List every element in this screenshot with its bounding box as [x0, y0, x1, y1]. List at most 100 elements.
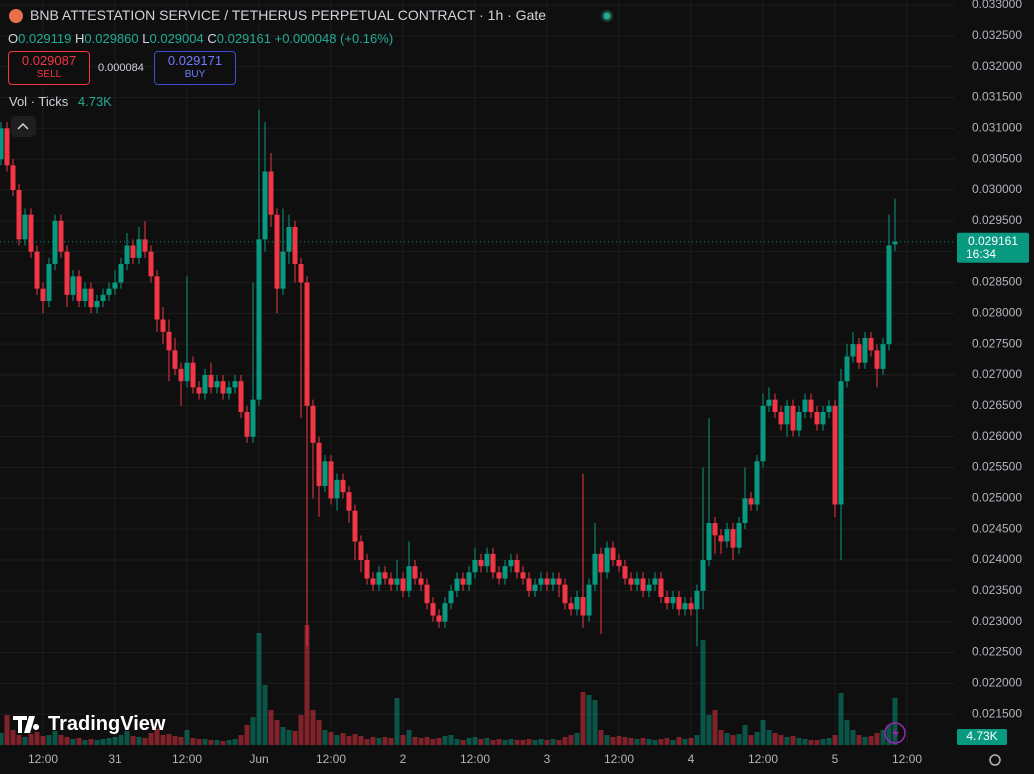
- volume-bar: [892, 697, 898, 745]
- volume-bar: [268, 710, 274, 745]
- candle-body: [4, 128, 10, 166]
- candle-body: [328, 461, 334, 499]
- candle-body: [352, 510, 358, 542]
- volume-bar: [364, 739, 370, 745]
- tv-logo-text: TradingView: [48, 713, 166, 735]
- candle-body: [850, 344, 856, 357]
- sell-button[interactable]: 0.029087 SELL: [8, 51, 90, 85]
- volume-bar: [712, 710, 718, 745]
- volume-bar: [100, 739, 106, 745]
- volume-bar: [130, 736, 136, 745]
- last-price-label: 0.029161: [968, 234, 1018, 248]
- candle-body: [730, 529, 736, 548]
- volume-bar: [124, 731, 130, 745]
- last-price-tag: [957, 232, 1029, 263]
- candle-body: [880, 344, 886, 369]
- candle-body: [532, 584, 538, 591]
- volume-bar: [838, 693, 844, 745]
- buy-button[interactable]: 0.029171 BUY: [154, 51, 236, 85]
- volume-bar: [808, 740, 814, 745]
- x-tick-label: 2: [400, 752, 407, 766]
- ohlc-change: +0.000048 (+0.16%): [274, 31, 394, 46]
- volume-bar: [598, 730, 604, 745]
- volume-bar: [148, 733, 154, 745]
- volume-indicator: Vol · Ticks: [9, 94, 69, 109]
- candle-body: [346, 492, 352, 511]
- volume-bar: [580, 692, 586, 745]
- volume-bar: [658, 739, 664, 745]
- x-tick-label: 4: [688, 752, 695, 766]
- candle-body: [34, 251, 40, 289]
- candle-body: [370, 578, 376, 585]
- volume-bar: [286, 730, 292, 745]
- candle-body: [622, 566, 628, 579]
- candle-body: [592, 553, 598, 585]
- x-tick-label: 12:00: [892, 752, 922, 766]
- volume-bar: [304, 625, 310, 745]
- volume-bar: [748, 735, 754, 745]
- candle-body: [124, 245, 130, 264]
- volume-bar: [610, 737, 616, 745]
- candle-body: [640, 578, 646, 591]
- x-tick-label: 31: [108, 752, 122, 766]
- candle-body: [700, 560, 706, 591]
- volume-bar: [82, 740, 88, 745]
- volume-bar: [358, 736, 364, 745]
- candle-body: [322, 461, 328, 486]
- volume-bar: [568, 735, 574, 745]
- candle-body: [766, 399, 772, 406]
- candle-body: [94, 301, 100, 308]
- candle-body: [544, 578, 550, 585]
- volume-bar: [280, 727, 286, 745]
- candle-body: [154, 276, 160, 320]
- volume-bar: [262, 685, 268, 745]
- volume-bar: [562, 737, 568, 745]
- volume-bar: [136, 737, 142, 745]
- candle-body: [274, 214, 280, 289]
- volume-bar: [418, 738, 424, 745]
- candle-body: [28, 214, 34, 252]
- candle-body: [400, 578, 406, 591]
- volume-bar: [388, 738, 394, 745]
- candle-body: [868, 338, 874, 351]
- volume-bar: [256, 633, 262, 745]
- candle-body: [712, 523, 718, 536]
- candle-body: [88, 288, 94, 308]
- candle-body: [76, 276, 82, 301]
- candle-body: [514, 560, 520, 573]
- candle-body: [820, 412, 826, 425]
- candle-body: [430, 603, 436, 616]
- ohlc-value: 0.029161: [216, 31, 271, 46]
- candle-body: [0, 128, 4, 160]
- y-tick-label: 0.027000: [972, 367, 1022, 381]
- candle-body: [268, 171, 274, 215]
- volume-bar: [514, 740, 520, 745]
- volume-bar: [634, 739, 640, 745]
- candle-body: [466, 572, 472, 585]
- volume-bar: [202, 739, 208, 745]
- candle-body: [286, 227, 292, 252]
- candle-body: [574, 597, 580, 610]
- volume-bar: [316, 720, 322, 745]
- ohlc-value: 0.029119: [18, 31, 72, 46]
- candle-body: [46, 264, 52, 301]
- candle-body: [412, 566, 418, 579]
- volume-bar: [694, 735, 700, 745]
- candle-body: [178, 368, 184, 382]
- volume-bar: [880, 730, 886, 745]
- candle-body: [616, 560, 622, 567]
- volume-bar: [160, 735, 166, 745]
- volume-bar: [862, 737, 868, 745]
- candle-body: [856, 344, 862, 363]
- ohlc-label: O: [8, 31, 19, 46]
- y-tick-label: 0.025000: [972, 491, 1022, 505]
- candle-body: [826, 405, 832, 412]
- volume-bar: [496, 739, 502, 745]
- candle-body: [604, 547, 610, 573]
- volume-bar: [526, 739, 532, 745]
- ohlc-value: 0.029004: [149, 31, 204, 46]
- candle-body: [16, 190, 22, 240]
- countdown-label: 16:34: [966, 247, 996, 261]
- volume-bar: [406, 730, 412, 745]
